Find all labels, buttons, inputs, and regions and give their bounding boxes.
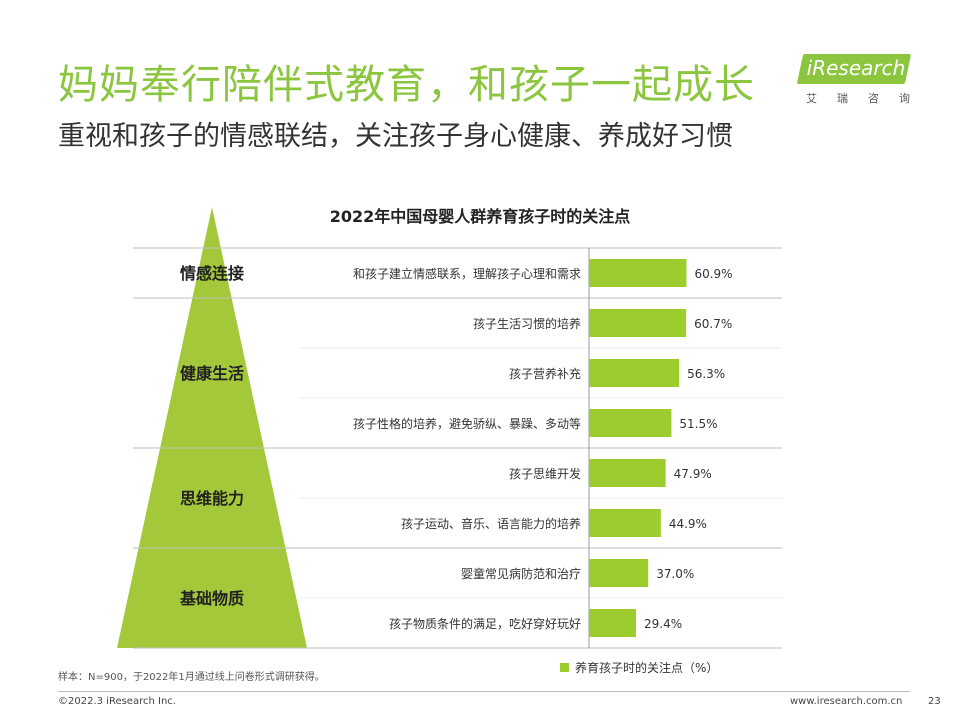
value-label: 56.3% (687, 367, 725, 381)
value-label: 44.9% (669, 517, 707, 531)
bar (589, 609, 637, 637)
group-label: 健康生活 (180, 364, 244, 383)
category-label: 孩子生活习惯的培养 (473, 316, 581, 331)
bar (589, 259, 687, 287)
category-label: 孩子性格的培养，避免骄纵、暴躁、多动等 (353, 416, 581, 431)
iresearch-logo: iResearch 艾 瑞 咨 询 (796, 48, 912, 110)
legend-label: 养育孩子时的关注点（%） (575, 661, 719, 675)
legend-swatch (560, 663, 569, 672)
bar (589, 309, 687, 337)
category-label: 孩子营养补充 (509, 366, 581, 381)
category-label: 孩子物质条件的满足，吃好穿好玩好 (389, 616, 581, 631)
value-label: 51.5% (679, 417, 717, 431)
bar (589, 509, 661, 537)
footer-divider (58, 691, 910, 692)
logo-text: iResearch (806, 56, 906, 80)
bar (589, 459, 666, 487)
category-label: 婴童常见病防范和治疗 (461, 566, 581, 581)
value-label: 47.9% (674, 467, 712, 481)
bar (589, 559, 649, 587)
value-label: 60.9% (694, 267, 732, 281)
logo-subtext: 艾 瑞 咨 询 (806, 90, 910, 106)
category-label: 孩子运动、音乐、语言能力的培养 (401, 516, 581, 531)
category-label: 和孩子建立情感联系，理解孩子心理和需求 (353, 266, 581, 281)
logo-sub-char: 咨 (868, 92, 879, 105)
slide-subtitle: 重视和孩子的情感联结，关注孩子身心健康、养成好习惯 (58, 121, 733, 152)
logo-sub-char: 询 (899, 92, 910, 105)
copyright: ©2022.3 iResearch Inc. (58, 696, 176, 707)
category-label: 孩子思维开发 (509, 466, 581, 481)
pyramid-shape (117, 207, 307, 648)
bar (589, 409, 672, 437)
value-label: 60.7% (694, 317, 732, 331)
slide-title: 妈妈奉行陪伴式教育，和孩子一起成长 (58, 62, 755, 108)
value-label: 29.4% (644, 617, 682, 631)
group-label: 基础物质 (179, 589, 244, 608)
group-label: 情感连接 (180, 264, 244, 283)
website: www.iresearch.com.cn (790, 696, 903, 707)
logo-sub-char: 艾 (806, 92, 817, 105)
page-number: 23 (928, 696, 941, 707)
chart-title: 2022年中国母婴人群养育孩子时的关注点 (329, 207, 631, 226)
bar (589, 359, 680, 387)
footnote: 样本：N=900，于2022年1月通过线上问卷形式调研获得。 (58, 672, 325, 683)
value-label: 37.0% (656, 567, 694, 581)
group-label: 思维能力 (180, 489, 244, 508)
chart-legend: 养育孩子时的关注点（%） (560, 659, 718, 676)
logo-sub-char: 瑞 (837, 92, 848, 105)
